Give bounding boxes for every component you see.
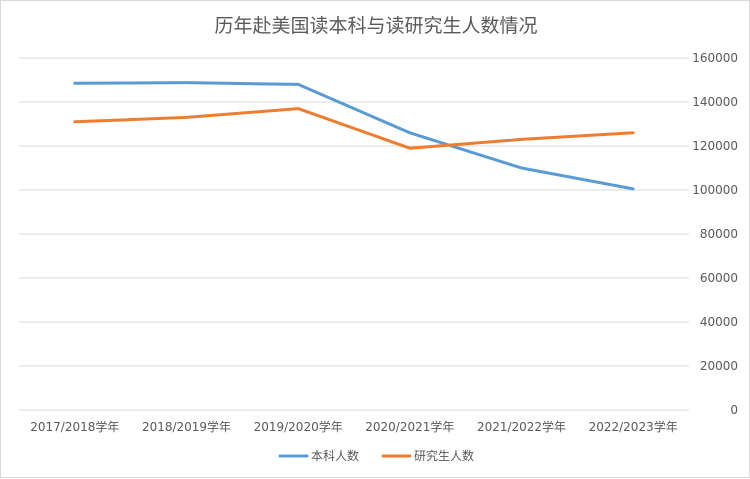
legend-label: 研究生人数: [414, 448, 474, 463]
x-tick-label: 2020/2021学年: [365, 419, 454, 434]
x-axis-tick-labels: 2017/2018学年 2018/2019学年 2019/2020学年 2020/20…: [30, 419, 677, 434]
chart-title: 历年赴美国读本科与读研究生人数情况: [214, 15, 537, 37]
y-tick-label: 40000: [700, 315, 738, 329]
y-tick-label: 60000: [700, 271, 738, 285]
x-tick-label: 2019/2020学年: [254, 419, 343, 434]
y-tick-label: 120000: [692, 139, 738, 153]
series-lines: [73, 81, 635, 191]
x-tick-label: 2018/2019学年: [142, 419, 231, 434]
y-tick-label: 160000: [692, 51, 738, 65]
y-tick-label: 20000: [700, 359, 738, 373]
x-tick-label: 2022/2023学年: [589, 419, 678, 434]
y-tick-label: 140000: [692, 95, 738, 109]
y-axis-tick-labels: 0 20000 40000 60000 80000 100000 120000 140000 1…: [692, 51, 738, 417]
series-line-1: [73, 81, 635, 191]
y-tick-label: 0: [730, 403, 738, 417]
series-line-2: [73, 107, 635, 150]
y-tick-label: 100000: [692, 183, 738, 197]
x-tick-label: 2017/2018学年: [30, 419, 119, 434]
legend-label: 本科人数: [311, 448, 359, 463]
y-tick-label: 80000: [700, 227, 738, 241]
gridlines: [19, 57, 689, 411]
legend: 本科人数 研究生人数: [278, 448, 474, 463]
x-tick-label: 2021/2022学年: [477, 419, 566, 434]
